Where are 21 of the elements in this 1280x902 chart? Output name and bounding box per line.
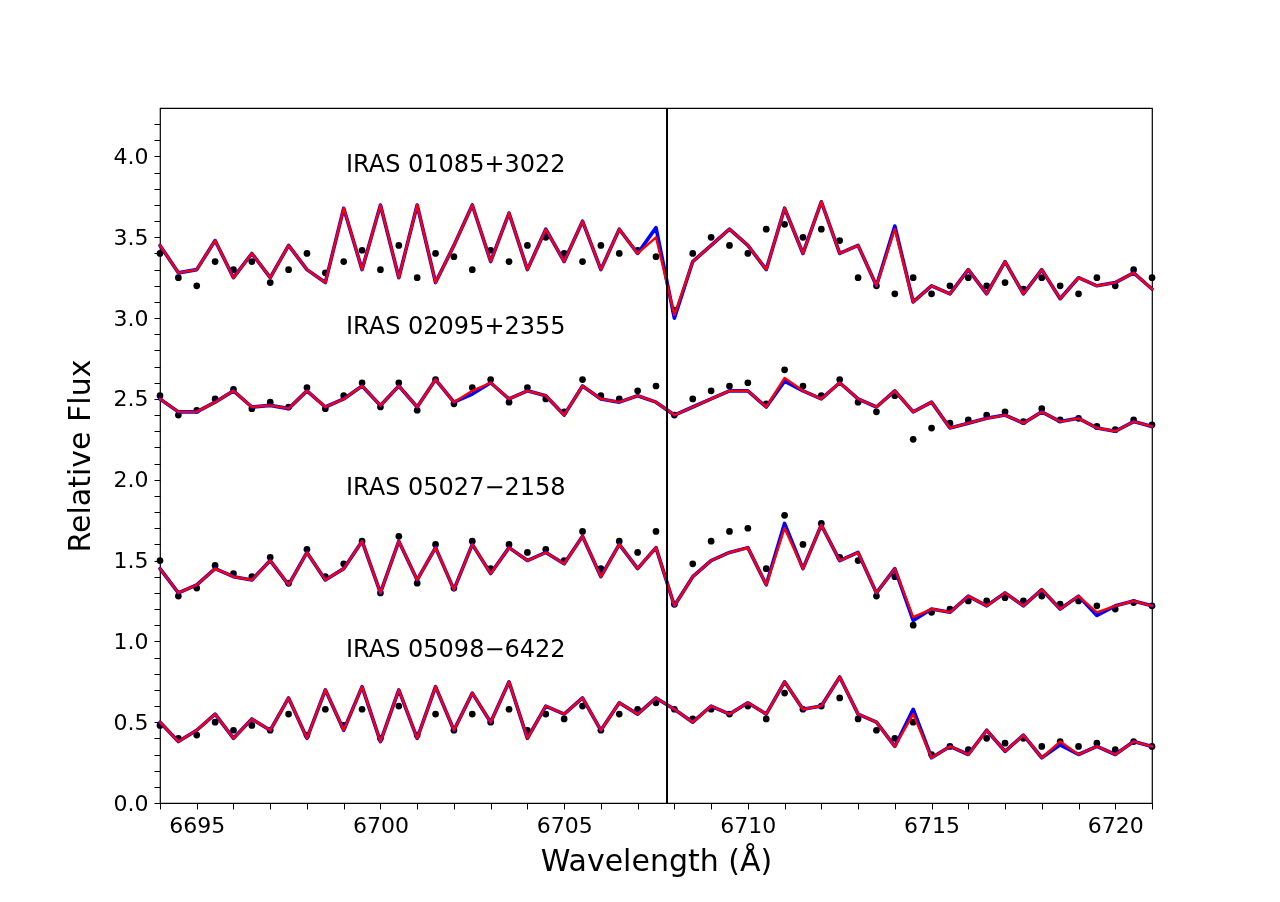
x-tick-label: 6710 xyxy=(720,812,777,838)
y-tick-label: 2.0 xyxy=(113,467,149,493)
x-tick-label: 6720 xyxy=(1087,812,1144,838)
y-tick-label: 0.5 xyxy=(113,709,149,735)
x-tick-label: 6705 xyxy=(536,812,593,838)
y-axis-title: Relative Flux xyxy=(61,359,97,553)
y-tick-label: 4.0 xyxy=(113,143,149,169)
annotation: IRAS 05027−2158 xyxy=(346,473,566,502)
y-tick-label: 2.5 xyxy=(113,386,149,412)
y-tick-label: 1.0 xyxy=(113,628,149,654)
annotation: IRAS 01085+3022 xyxy=(346,150,566,178)
x-axis-title: Wavelength (Å) xyxy=(540,842,773,878)
annotation: IRAS 02095+2355 xyxy=(346,311,566,340)
x-tick-label: 6700 xyxy=(352,812,409,838)
x-tick-label: 6695 xyxy=(169,812,226,838)
y-tick-label: 3.5 xyxy=(113,224,149,250)
y-tick-label: 3.0 xyxy=(113,305,149,331)
y-tick-label: 0.0 xyxy=(113,790,149,816)
y-tick-label: 1.5 xyxy=(113,548,149,574)
x-tick-label: 6715 xyxy=(904,812,961,838)
annotation: IRAS 05098−6422 xyxy=(346,635,566,664)
